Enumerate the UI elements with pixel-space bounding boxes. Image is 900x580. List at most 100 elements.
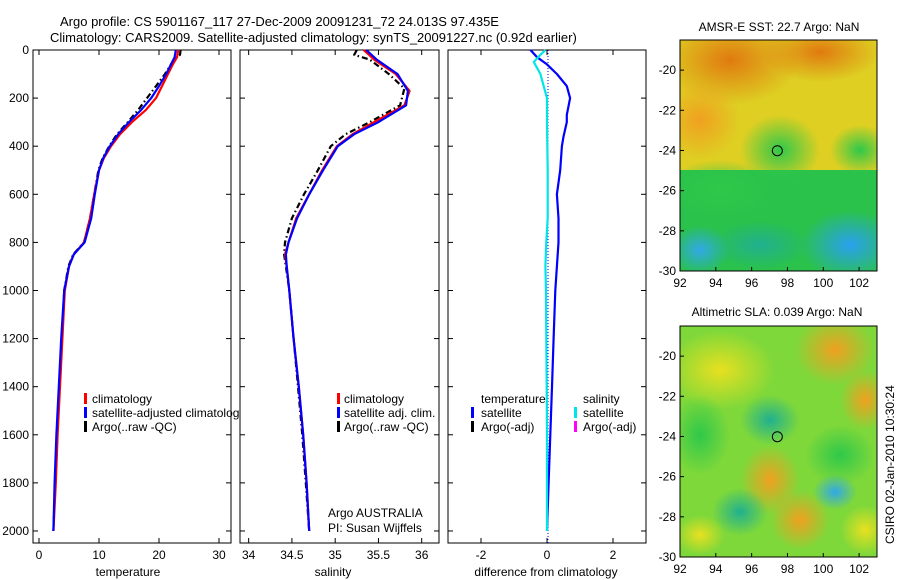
sst-map-panel: AMSR-E SST: 22.7 Argo: NaN 92 94 96 98 100 10… [659,20,878,290]
temperature-xlabel: temperature [96,565,161,579]
legend-label: satellite adj. clim. [344,406,435,420]
y-tick-label: 200 [9,91,29,105]
series-line-satellite-adjusted-climatology [52,49,177,532]
x-tick-label: 0 [36,548,43,562]
difference-xlabel: difference from climatology [474,565,617,579]
figure-title-line2: Climatology: CARS2009. Satellite-adjuste… [50,30,577,45]
salinity-yticks [240,49,439,532]
legend-swatch-satellite [337,407,340,418]
legend-label: climatology [344,392,404,406]
sla-map-xticks: 92 94 96 98 100 102 [673,553,869,576]
map-x-tick-label: 94 [709,276,723,290]
y-tick-label: 1000 [2,283,29,297]
legend-label: climatology [92,392,152,406]
map-y-tick-label: -26 [659,184,677,198]
y-tick-label: 2000 [2,524,29,538]
legend-label: Argo(..raw -QC) [344,420,429,434]
y-tick-label: 600 [9,187,29,201]
y-tick-label: 1200 [2,332,29,346]
series-line-argo-raw-qc- [52,49,182,532]
sla-heatmap [680,326,877,557]
temperature-plot-frame [32,49,232,544]
difference-legend: temperature satellite Argo(-adj) salinit… [471,392,636,434]
sla-map-frame [679,325,878,558]
y-tick-label: 800 [9,235,29,249]
series-line-salinity-satellite [532,49,549,531]
legend-swatch-temp-satellite [471,407,474,418]
sst-heatmap [680,40,877,271]
salinity-series [283,49,411,532]
x-tick-label: 10 [92,548,106,562]
map-y-tick-label: -20 [659,63,677,77]
temperature-panel: 0 200 400 600 800 1000 1200 1400 1600 1800 2000 0 1… [2,43,239,579]
legend-label: Argo(-adj) [583,420,636,434]
map-y-tick-label: -30 [659,264,677,278]
map-x-tick-label: 102 [849,562,869,576]
temperature-axis-ticks: 0 10 20 30 [36,50,226,562]
legend-swatch-satellite [84,407,87,418]
legend-label: Argo(-adj) [481,420,534,434]
salinity-axis-ticks: 34 34.5 35 35.5 36 [242,50,429,562]
series-line-satellite-adj-clim- [284,49,409,532]
salinity-plot-frame [239,49,440,544]
float-owner-annotation: Argo AUSTRALIA [328,506,423,520]
figure-title-line1: Argo profile: CS 5901167_117 27-Dec-2009… [60,14,499,29]
map-y-tick-label: -22 [659,389,677,403]
x-tick-label: 20 [152,548,166,562]
x-tick-label: 36 [415,548,429,562]
sst-map-xticks: 92 94 96 98 100 102 [673,267,869,290]
map-y-tick-label: -30 [659,550,677,564]
float-pi-annotation: PI: Susan Wijffels [328,521,422,535]
depth-axis-ticks: 0 200 400 600 800 1000 1200 1400 1600 1800 2000 [2,43,231,538]
sst-map-yticks: -20 -22 -24 -26 -28 -30 [659,63,684,278]
y-tick-label: 1800 [2,476,29,490]
map-x-tick-label: 98 [781,276,795,290]
x-tick-label: 34 [242,548,256,562]
legend-swatch-argo [84,421,87,432]
temperature-legend: climatology satellite-adjusted climatolo… [84,392,239,434]
sla-map-panel: Altimetric SLA: 0.039 Argo: NaN 92 94 96 98… [659,305,878,576]
map-y-tick-label: -22 [659,103,677,117]
x-tick-label: -2 [476,548,487,562]
map-y-tick-label: -24 [659,143,677,157]
argo-position-marker [771,145,783,157]
difference-axis-ticks: -2 0 2 [476,50,617,562]
map-x-tick-label: 100 [813,562,833,576]
sla-map-yticks: -20 -22 -24 -26 -28 -30 [659,349,684,564]
legend-heading-temperature: temperature [481,392,546,406]
legend-swatch-temp-argo [471,421,474,432]
map-x-tick-label: 96 [745,276,759,290]
sla-map-title: Altimetric SLA: 0.039 Argo: NaN [692,305,863,319]
map-x-tick-label: 94 [709,562,723,576]
series-line-argo-raw-qc- [283,49,406,532]
legend-heading-salinity: salinity [583,392,620,406]
salinity-panel: 34 34.5 35 35.5 36 salinity climatology sate… [239,49,440,579]
csiro-timestamp: CSIRO 02-Jan-2010 10:30:24 [883,385,897,544]
x-tick-label: 34.5 [280,548,304,562]
y-tick-label: 400 [9,139,29,153]
map-x-tick-label: 102 [849,276,869,290]
legend-label: satellite [583,406,624,420]
map-x-tick-label: 98 [781,562,795,576]
salinity-legend: climatology satellite adj. clim. Argo(..… [337,392,435,434]
temperature-series [52,49,182,532]
y-tick-label: 0 [22,43,29,57]
legend-swatch-argo [337,421,340,432]
map-x-tick-label: 92 [673,276,687,290]
legend-label: satellite-adjusted climatolog [92,406,239,420]
map-y-tick-label: -28 [659,510,677,524]
difference-panel: -2 0 2 difference from climatology tempera… [447,49,647,579]
legend-label: Argo(..raw -QC) [92,420,177,434]
map-x-tick-label: 92 [673,562,687,576]
series-line-temperature-satellite [529,49,572,532]
argo-position-marker [771,431,783,443]
map-y-tick-label: -28 [659,224,677,238]
sst-map-title: AMSR-E SST: 22.7 Argo: NaN [699,20,860,34]
map-x-tick-label: 100 [813,276,833,290]
y-tick-label: 1600 [2,428,29,442]
legend-swatch-sal-satellite [574,407,577,418]
legend-swatch-climatology [84,393,87,404]
legend-swatch-climatology [337,393,340,404]
map-y-tick-label: -24 [659,429,677,443]
